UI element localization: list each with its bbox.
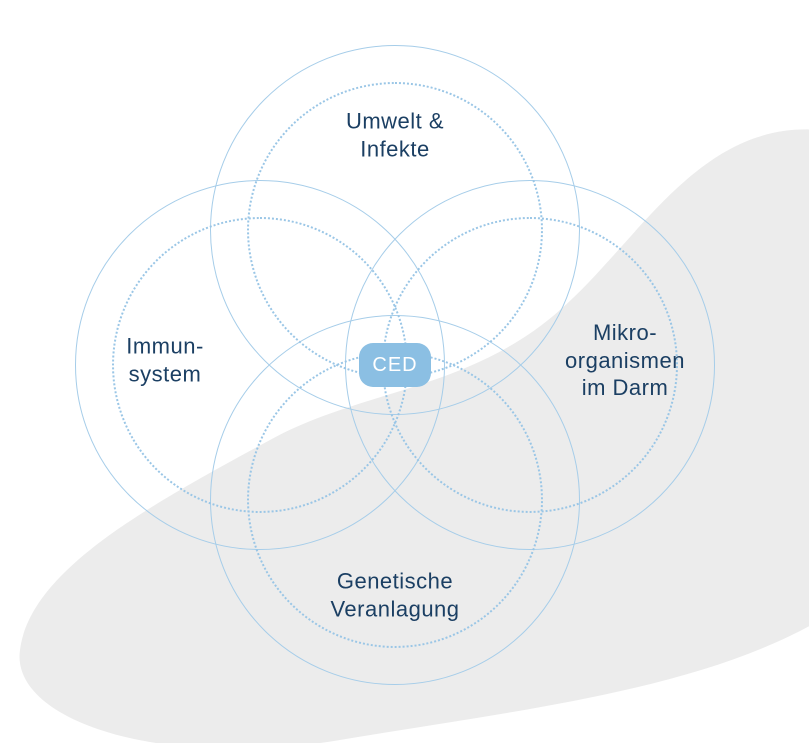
- label-bottom: Genetische Veranlagung: [330, 568, 459, 623]
- center-badge: CED: [359, 343, 431, 387]
- center-badge-text: CED: [372, 354, 417, 377]
- label-right: Mikro- organismen im Darm: [565, 319, 685, 402]
- label-left: Immun- system: [126, 333, 204, 388]
- label-top: Umwelt & Infekte: [346, 108, 444, 163]
- venn-diagram: Umwelt & Infekte Immun- system Mikro- or…: [0, 0, 809, 743]
